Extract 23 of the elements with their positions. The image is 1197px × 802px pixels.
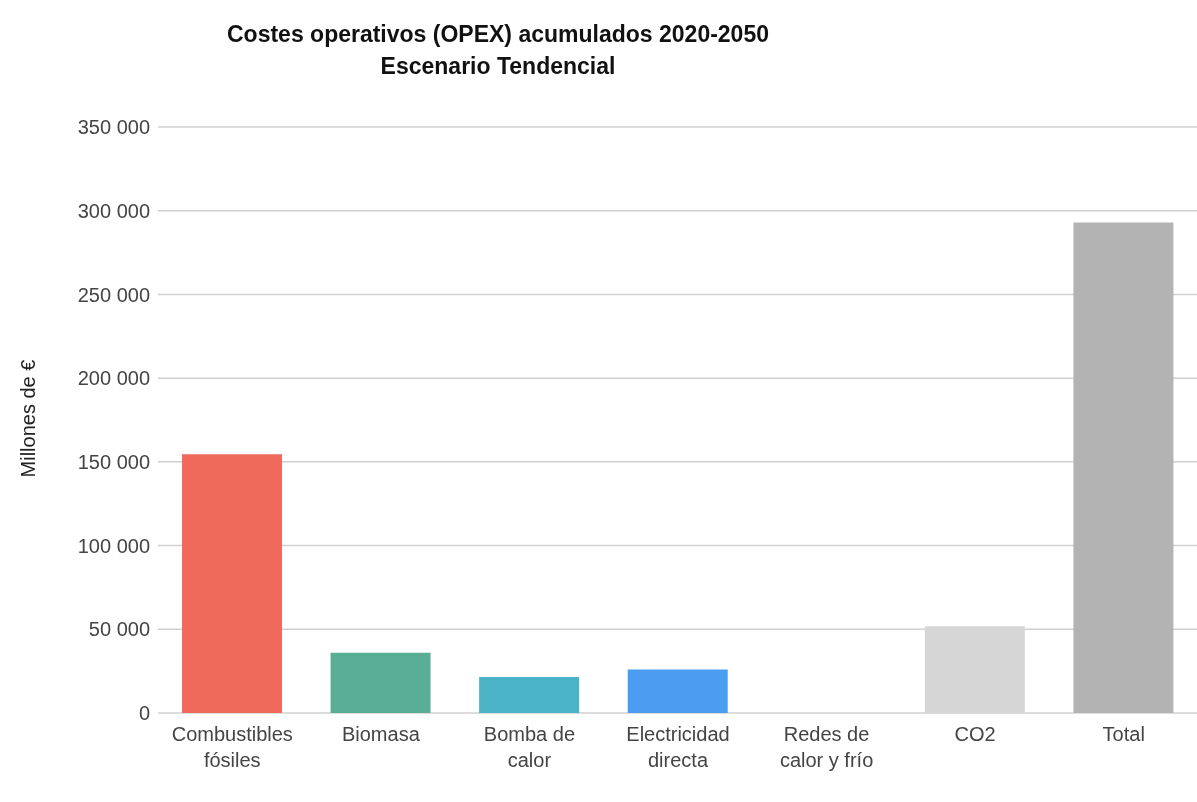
y-tick-label: 250 000 <box>77 283 150 306</box>
x-tick-label: Bomba de calor <box>483 723 576 771</box>
y-tick-label: 150 000 <box>77 450 150 473</box>
x-tick-label: Biomasa <box>341 723 421 745</box>
x-tick-label: CO2 <box>954 723 996 745</box>
chart-title: Costes operativos (OPEX) acumulados 2020-2050 <box>226 20 770 49</box>
bar <box>627 669 728 713</box>
chart-subtitle: Escenario Tendencial <box>379 52 617 81</box>
bar <box>182 454 282 713</box>
x-tick-label: Total <box>1102 723 1145 745</box>
x-tick-label: Redes de calor y frío <box>779 723 874 771</box>
y-tick-label: 0 <box>138 702 150 725</box>
x-tick-label: Electricidad directa <box>626 723 730 771</box>
bar <box>479 677 580 713</box>
y-axis-title: Millones de € <box>17 359 41 477</box>
x-tick-label: Combustibles fósiles <box>171 723 293 771</box>
y-tick-label: 100 000 <box>77 534 150 557</box>
bar <box>1073 222 1174 713</box>
y-tick-label: 300 000 <box>77 199 150 222</box>
y-tick-label: 350 000 <box>77 116 150 139</box>
bar <box>330 652 431 713</box>
y-tick-label: 200 000 <box>77 367 150 390</box>
y-tick-label: 50 000 <box>88 618 150 641</box>
